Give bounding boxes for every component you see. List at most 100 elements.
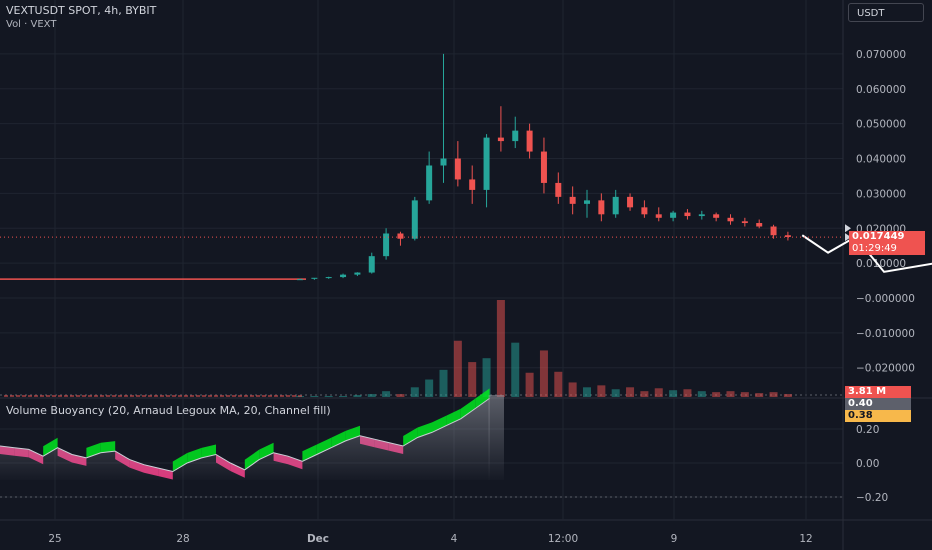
bar-countdown: 01:29:49 [852, 243, 897, 254]
candle [770, 226, 777, 236]
volume-bar [697, 391, 706, 397]
volume-bar [226, 395, 230, 397]
time-tick-label: 25 [48, 533, 61, 545]
candle [311, 277, 318, 279]
oscillator-fill [331, 430, 346, 448]
indicator-value-2: 0.38 [845, 410, 911, 422]
oscillator-fill [187, 447, 202, 463]
volume-bar [726, 391, 735, 397]
candle [784, 235, 791, 237]
last-price-value: 0.017449 [852, 231, 905, 242]
indicator-value-1: 0.40 [845, 398, 911, 410]
volume-bar [106, 395, 110, 397]
volume-bar [410, 387, 419, 397]
oscillator-fill [86, 442, 101, 458]
candle [497, 137, 504, 142]
volume-bar [100, 395, 104, 397]
volume-bar [554, 371, 563, 397]
currency-button[interactable]: USDT [848, 3, 924, 22]
candle [469, 179, 476, 190]
oscillator-fill [316, 437, 332, 455]
indicator-legend[interactable]: Volume Buoyancy (20, Arnaud Legoux MA, 2… [6, 404, 331, 417]
volume-bar [597, 385, 606, 397]
volume-bar [640, 391, 649, 397]
candle [727, 217, 734, 222]
candle [526, 130, 533, 152]
time-tick-label: Dec [307, 533, 329, 545]
last-price-line [0, 224, 851, 242]
price-marker-arrow [845, 224, 851, 233]
volume-bar [425, 379, 434, 397]
time-tick-label: 12:00 [548, 533, 578, 545]
volume-bar [468, 362, 477, 397]
price-marker-arrow [845, 233, 851, 242]
volume-bar [274, 395, 278, 397]
volume-bar [755, 393, 764, 397]
volume-bar [70, 395, 74, 397]
volume-bar [382, 391, 391, 397]
candle [426, 165, 433, 201]
volume-bar [583, 387, 591, 397]
volume-bar [654, 388, 663, 397]
candle [598, 200, 605, 215]
volume-bar [310, 396, 319, 397]
symbol-title[interactable]: VEXTUSDT SPOT, 4h, BYBIT [6, 4, 157, 17]
volume-bar [626, 387, 635, 397]
price-tick-label: 0.070000 [856, 49, 906, 61]
candle [655, 214, 662, 218]
candle [612, 196, 619, 215]
oscillator-fill [43, 437, 58, 457]
indicator-tick-label: 0.20 [856, 424, 879, 436]
volume-bar [396, 394, 405, 397]
time-tick-label: 9 [671, 533, 678, 545]
candle [325, 277, 332, 279]
volume-bar [232, 395, 236, 397]
price-tick-label: 0.030000 [856, 188, 906, 200]
volume-bar [244, 395, 248, 397]
volume-bar [172, 395, 176, 397]
volume-bar [190, 395, 194, 397]
volume-bar [118, 395, 122, 397]
candle [354, 272, 361, 275]
candle [340, 274, 347, 278]
price-tick-label: 0.060000 [856, 84, 906, 96]
candle [569, 196, 576, 204]
candle [483, 137, 490, 190]
price-tick-label: −0.010000 [856, 328, 915, 340]
oscillator-fill [345, 425, 360, 441]
candlesticks [0, 53, 791, 281]
volume-bar [769, 392, 778, 397]
volume-bar [10, 395, 14, 397]
volume-bar [136, 395, 140, 397]
last-price-badge: 0.017449 01:29:49 [849, 231, 925, 255]
volume-bar [16, 395, 20, 397]
volume-bar [220, 395, 224, 397]
volume-bar [82, 395, 86, 397]
volume-bar [298, 395, 302, 397]
volume-bar [160, 395, 164, 397]
volume-bar [58, 395, 62, 397]
candle [555, 182, 562, 197]
volume-bar [511, 342, 520, 397]
volume-bar [196, 395, 200, 397]
indicator-tick-label: 0.00 [856, 458, 879, 470]
price-tick-label: 0.040000 [856, 154, 906, 166]
volume-bar [496, 300, 505, 397]
volume-bar [256, 395, 260, 397]
volume-bar [166, 395, 170, 397]
volume-bar [46, 395, 50, 397]
volume-bar [52, 395, 56, 397]
volume-bar [439, 369, 448, 397]
oscillator-fill [244, 449, 260, 470]
oscillator-fill [460, 398, 476, 419]
volume-buoyancy-oscillator [0, 388, 504, 480]
candle [368, 256, 375, 273]
volume-bar [268, 395, 272, 397]
price-axis: 0.070000 0.060000 0.050000 0.040000 0.030000… [856, 49, 915, 375]
volume-bar [669, 390, 678, 397]
volume-bar [124, 395, 128, 397]
volume-bar [783, 394, 792, 397]
volume-bar [250, 395, 254, 397]
candle [670, 212, 677, 218]
